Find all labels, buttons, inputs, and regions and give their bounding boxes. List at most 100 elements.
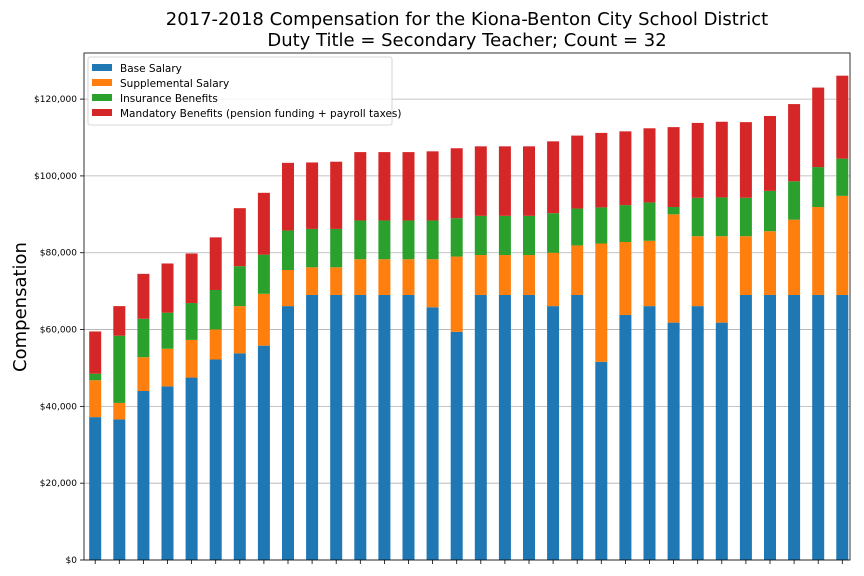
bar-segment-base <box>739 294 752 560</box>
bar-segment-base <box>643 306 656 560</box>
bar-segment-insurance <box>282 230 294 271</box>
chart-title-line2: Duty Title = Secondary Teacher; Count = … <box>267 30 666 51</box>
bar-segment-insurance <box>257 254 270 294</box>
bar-segment-insurance <box>474 215 487 256</box>
bar-segment-insurance <box>450 218 463 257</box>
bar-segment-insurance <box>595 207 608 244</box>
bar-segment-mandatory <box>450 148 463 219</box>
bar-segment-insurance <box>161 312 174 349</box>
bar-segment-insurance <box>836 158 849 196</box>
legend-label: Base Salary <box>120 63 182 75</box>
bar-segment-insurance <box>426 220 439 260</box>
bar-segment-supplemental <box>426 259 439 308</box>
bar-segment-insurance <box>739 197 752 237</box>
bar-segment-base <box>764 294 776 560</box>
bar-segment-mandatory <box>402 152 415 221</box>
bar-segment-insurance <box>812 167 825 208</box>
bar-segment-mandatory <box>282 162 294 231</box>
bar-segment-insurance <box>306 228 319 268</box>
bar-segment-base <box>185 377 198 560</box>
bar-segment-mandatory <box>378 152 391 221</box>
bar-segment-base <box>715 322 728 560</box>
bar-segment-supplemental <box>595 243 608 362</box>
x-axis <box>94 560 843 564</box>
bar-segment-mandatory <box>812 87 825 168</box>
gridlines <box>84 98 850 561</box>
bar-segment-mandatory <box>426 151 439 221</box>
y-axis: $0 $20,000 $40,000 $60,000 $80,000 $100,000 $1… <box>34 95 84 566</box>
bar-segment-insurance <box>498 215 511 256</box>
bar-segment-mandatory <box>667 127 680 208</box>
legend-label: Supplemental Salary <box>120 78 229 90</box>
bar-segment-mandatory <box>257 192 270 255</box>
bar-segment-base <box>330 294 343 560</box>
bar-segment-insurance <box>402 220 415 260</box>
bar-segment-insurance <box>330 228 343 268</box>
bar-segment-insurance <box>764 190 776 232</box>
bar-segment-supplemental <box>209 329 222 360</box>
bar-segment-mandatory <box>185 253 198 304</box>
bar-segment-supplemental <box>306 267 319 295</box>
bar-segment-supplemental <box>354 259 367 295</box>
bar-segment-supplemental <box>643 240 656 307</box>
bar-segment-supplemental <box>330 267 343 295</box>
bar-segment-insurance <box>788 181 801 220</box>
bar-segment-supplemental <box>257 293 270 346</box>
bar-segment-insurance <box>233 266 246 307</box>
bar-segment-mandatory <box>643 128 656 203</box>
bar-segment-mandatory <box>788 104 801 182</box>
bar-segment-supplemental <box>282 270 294 307</box>
legend-label: Mandatory Benefits (pension funding + pa… <box>120 108 402 120</box>
legend-swatch <box>92 64 112 71</box>
bar-segment-base <box>306 294 319 560</box>
bar-segment-mandatory <box>764 115 776 191</box>
bar-segment-mandatory <box>547 141 560 214</box>
bar-segment-insurance <box>137 318 150 358</box>
bar-segment-base <box>89 417 102 560</box>
bar-segment-mandatory <box>209 237 222 290</box>
bar-segment-base <box>571 294 584 560</box>
bar-segment-base <box>474 294 487 560</box>
bar-segment-mandatory <box>306 162 319 229</box>
bar-segment-supplemental <box>788 219 801 295</box>
legend-swatch <box>92 79 112 86</box>
bar-segment-supplemental <box>547 252 560 307</box>
bar-segment-mandatory <box>523 146 535 216</box>
bar-segment-base <box>426 307 439 560</box>
bar-segment-insurance <box>571 208 584 246</box>
bar-segment-base <box>667 322 680 560</box>
bar-segment-supplemental <box>89 380 102 418</box>
bar-segment-base <box>691 306 704 560</box>
bar-segment-insurance <box>523 215 535 256</box>
bar-segment-base <box>788 294 801 560</box>
bar-segment-mandatory <box>619 131 632 206</box>
y-tick-label: $120,000 <box>34 95 77 105</box>
bar-segment-mandatory <box>330 161 343 229</box>
legend-box <box>87 56 393 126</box>
bar-segment-supplemental <box>812 207 825 295</box>
bar-segment-supplemental <box>715 236 728 323</box>
bar-segment-supplemental <box>233 306 246 354</box>
y-tick-label: $60,000 <box>40 326 77 336</box>
bar-segment-mandatory <box>354 152 367 221</box>
bar-segment-mandatory <box>836 75 849 159</box>
bar-segment-supplemental <box>161 348 174 387</box>
bar-segment-supplemental <box>739 236 752 295</box>
bar-segment-insurance <box>643 202 656 241</box>
bar-segment-base <box>523 294 535 560</box>
bar-segment-insurance <box>547 213 560 253</box>
bar-segment-mandatory <box>595 132 608 208</box>
bar-segment-supplemental <box>113 402 126 420</box>
bar-segment-base <box>282 306 294 560</box>
bar-segment-mandatory <box>113 306 126 336</box>
bar-segment-supplemental <box>402 259 415 295</box>
y-tick-label: $20,000 <box>40 479 77 489</box>
bar-segment-mandatory <box>161 263 174 313</box>
bar-segment-supplemental <box>571 245 584 295</box>
bar-segment-mandatory <box>137 273 150 319</box>
bar-segment-insurance <box>715 197 728 237</box>
bar-segment-mandatory <box>89 331 102 374</box>
bar-segment-supplemental <box>836 195 849 295</box>
bar-segment-supplemental <box>498 255 511 295</box>
